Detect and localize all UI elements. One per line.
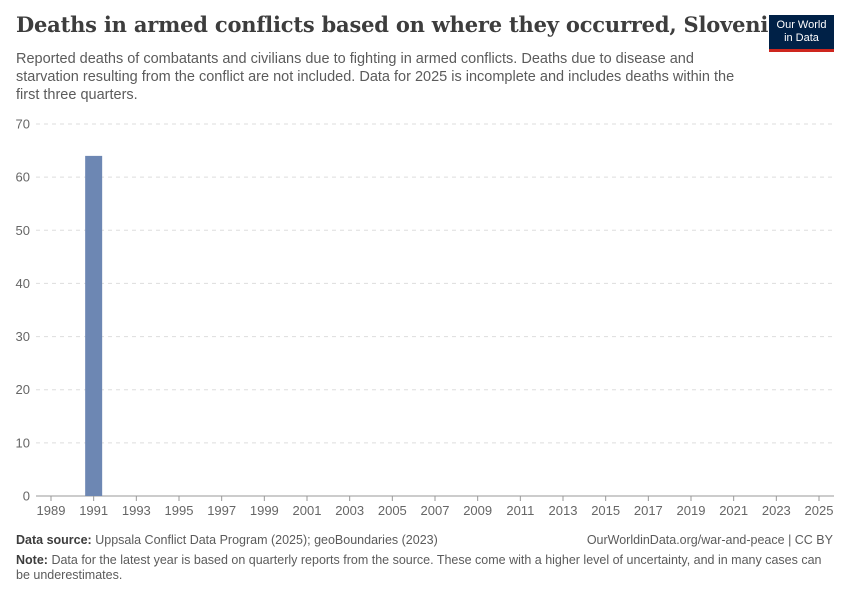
logo-line-2: in Data — [784, 32, 819, 44]
y-tick-label: 20 — [16, 382, 30, 397]
source-text: Uppsala Conflict Data Program (2025); ge… — [95, 533, 438, 547]
x-tick-label: 1999 — [250, 503, 279, 518]
x-tick-label: 2007 — [421, 503, 450, 518]
x-tick-label: 1995 — [165, 503, 194, 518]
y-tick-label: 0 — [23, 489, 30, 504]
x-tick-label: 2009 — [463, 503, 492, 518]
x-tick-label: 2011 — [506, 503, 534, 518]
x-tick-label: 2019 — [677, 503, 706, 518]
bar-chart: 0 10 20 30 40 50 60 70 1989 1991 1993 1995 1997 1999 2… — [16, 117, 834, 518]
x-tick-label: 1997 — [207, 503, 236, 518]
chart-subtitle: Reported deaths of combatants and civili… — [16, 51, 735, 103]
x-tick-label: 2015 — [591, 503, 620, 518]
source-url-link[interactable]: OurWorldinData.org/war-and-peace | CC BY — [586, 533, 833, 547]
x-tick-label: 2021 — [719, 503, 748, 518]
x-tick-label: 1993 — [122, 503, 151, 518]
x-tick-label: 2013 — [549, 503, 578, 518]
y-tick-label: 60 — [16, 170, 30, 185]
x-tick-label: 2023 — [762, 503, 791, 518]
note-text: Data for the latest year is based on qua… — [16, 553, 822, 582]
x-tick-label: 2003 — [335, 503, 364, 518]
x-tick-label: 1989 — [37, 503, 66, 518]
footnote: Note: Data for the latest year is based … — [16, 553, 831, 583]
owid-logo[interactable]: Our World in Data — [769, 15, 834, 52]
x-tick-label: 2001 — [293, 503, 322, 518]
logo-line-1: Our World — [776, 19, 827, 31]
data-source: Data source: Uppsala Conflict Data Progr… — [16, 533, 438, 547]
chart-title: Deaths in armed conflicts based on where… — [16, 12, 782, 37]
source-label: Data source: — [16, 533, 92, 547]
y-tick-label: 10 — [16, 435, 30, 450]
x-tick-label: 2017 — [634, 503, 663, 518]
note-label: Note: — [16, 553, 48, 567]
x-tick-label: 2025 — [805, 503, 834, 518]
x-tick-label: 1991 — [79, 503, 108, 518]
y-tick-label: 50 — [16, 223, 30, 238]
y-tick-label: 40 — [16, 276, 30, 291]
bar-1991 — [85, 155, 103, 496]
y-tick-label: 70 — [16, 117, 30, 132]
y-tick-label: 30 — [16, 329, 30, 344]
x-tick-label: 2005 — [378, 503, 407, 518]
